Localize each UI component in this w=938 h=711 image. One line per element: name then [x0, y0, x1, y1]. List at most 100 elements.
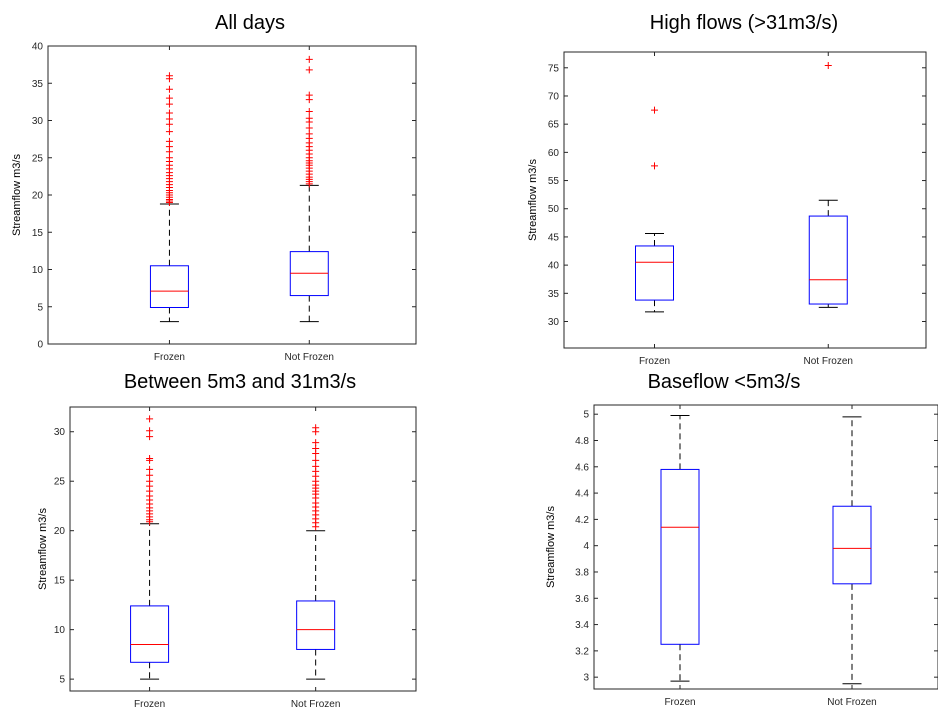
y-tick-label: 65	[548, 120, 560, 131]
outlier-point	[146, 415, 154, 423]
outlier-point	[146, 477, 154, 485]
y-tick-label: 20	[32, 191, 44, 202]
y-tick-label: 4.6	[575, 462, 589, 473]
y-tick-label: 30	[548, 317, 560, 328]
y-tick-label: 75	[548, 63, 560, 74]
box	[296, 600, 336, 650]
y-tick-label: 40	[32, 42, 44, 53]
y-tick-label: 3.8	[575, 567, 589, 578]
x-tick-label: Frozen	[639, 356, 670, 367]
outlier-point	[146, 471, 154, 479]
outlier-point	[305, 114, 313, 122]
outlier-point	[824, 62, 832, 70]
y-tick-label: 60	[548, 148, 560, 159]
x-tick-label: Not Frozen	[827, 697, 876, 708]
y-tick-label: 40	[548, 261, 560, 272]
y-tick-label: 5	[59, 675, 65, 686]
y-tick-label: 55	[548, 176, 560, 187]
y-tick-label: 50	[548, 204, 560, 215]
x-tick-label: Not Frozen	[804, 356, 853, 367]
chart-panel-between: Between 5m3 and 31m3/s 5 10 15 20 25 30 Stream…	[0, 367, 440, 711]
outlier-point	[165, 85, 173, 93]
chart-panel-all-days: All days 0 5 10 15 20 25 30 35 40 Streamflow m3/s…	[0, 8, 440, 368]
x-tick-label: Not Frozen	[285, 352, 334, 363]
y-tick-label: 3.2	[575, 646, 589, 657]
outlier-point	[305, 130, 313, 138]
y-tick-label: 3.4	[575, 620, 589, 631]
chart-title: All days	[214, 12, 286, 34]
x-tick-label: Frozen	[664, 697, 695, 708]
x-tick-label: Frozen	[154, 352, 185, 363]
box	[149, 265, 189, 308]
outlier-point	[305, 91, 313, 99]
outlier-point	[165, 137, 173, 145]
y-tick-label: 15	[32, 228, 44, 239]
y-tick-label: 4.2	[575, 515, 589, 526]
outlier-point	[651, 106, 658, 114]
plot-area	[47, 45, 417, 345]
outlier-point	[165, 109, 173, 117]
outlier-point	[165, 72, 173, 80]
boxplot-svg: 3 3.2 3.4 3.6 3.8 4 4.2 4.4 4.6 4.8 5 Streamflow m3…	[545, 404, 938, 708]
box	[808, 215, 848, 305]
outlier-point	[312, 439, 320, 447]
outlier-point	[305, 55, 313, 63]
boxplot-svg: 5 10 15 20 25 30 Streamflow m3/s Frozen Not Froz…	[37, 406, 417, 710]
outlier-point	[165, 94, 173, 102]
chart-panel-high-flows: High flows (>31m3/s) 30 35 40 45 50 55 60 65 70 7…	[510, 8, 938, 368]
outlier-point	[651, 162, 658, 170]
y-axis-label: Streamflow m3/s	[527, 159, 539, 241]
outlier-point	[312, 424, 320, 432]
outlier-point	[165, 100, 173, 108]
chart-title: Baseflow <5m3/s	[647, 371, 801, 393]
y-tick-label: 5	[37, 302, 43, 313]
y-tick-label: 20	[54, 526, 66, 537]
y-tick-label: 0	[37, 340, 43, 351]
chart-title: High flows (>31m3/s)	[649, 12, 839, 34]
boxplot-svg: 30 35 40 45 50 55 60 65 70 75 Streamflow m3/s Froze…	[527, 51, 927, 367]
outlier-point	[312, 456, 320, 464]
y-tick-label: 70	[548, 91, 560, 102]
y-tick-label: 4.4	[575, 489, 589, 500]
boxplot-svg: 0 5 10 15 20 25 30 35 40 Streamflow m3/s Frozen Not…	[11, 42, 417, 363]
y-tick-label: 30	[32, 116, 44, 127]
plot-area	[69, 406, 417, 692]
outlier-point	[305, 66, 313, 74]
y-tick-label: 10	[32, 265, 44, 276]
y-axis-label: Streamflow m3/s	[37, 508, 49, 590]
outlier-point	[305, 108, 313, 116]
chart-panel-baseflow: Baseflow <5m3/s 3 3.2 3.4 3.6 3.8 4 4.2 4.4 4.6 4…	[510, 367, 938, 711]
outlier-point	[165, 115, 173, 123]
y-axis-label: Streamflow m3/s	[11, 154, 23, 236]
plot-area	[563, 51, 927, 349]
y-tick-label: 25	[32, 153, 44, 164]
box	[832, 505, 872, 585]
y-tick-label: 3.6	[575, 594, 589, 605]
y-tick-label: 4	[583, 541, 589, 552]
outlier-point	[165, 128, 173, 136]
outlier-point	[312, 445, 320, 453]
outlier-point	[146, 427, 154, 435]
y-tick-label: 4.8	[575, 436, 589, 447]
y-tick-label: 45	[548, 232, 560, 243]
box	[130, 605, 170, 663]
outlier-point	[146, 433, 154, 441]
chart-title: Between 5m3 and 31m3/s	[123, 371, 357, 393]
y-tick-label: 15	[54, 576, 66, 587]
outlier-point	[165, 154, 173, 162]
outlier-point	[146, 465, 154, 473]
x-tick-label: Not Frozen	[291, 699, 340, 710]
y-tick-label: 5	[583, 410, 589, 421]
y-tick-label: 30	[54, 427, 66, 438]
y-tick-label: 35	[32, 79, 44, 90]
outlier-point	[312, 462, 320, 470]
plot-area	[593, 404, 938, 690]
outlier-point	[305, 124, 313, 132]
y-tick-label: 3	[583, 673, 589, 684]
x-tick-label: Frozen	[134, 699, 165, 710]
box	[635, 245, 674, 301]
outlier-point	[146, 454, 154, 462]
y-axis-label: Streamflow m3/s	[545, 506, 557, 588]
box	[660, 468, 700, 645]
y-tick-label: 25	[54, 477, 66, 488]
